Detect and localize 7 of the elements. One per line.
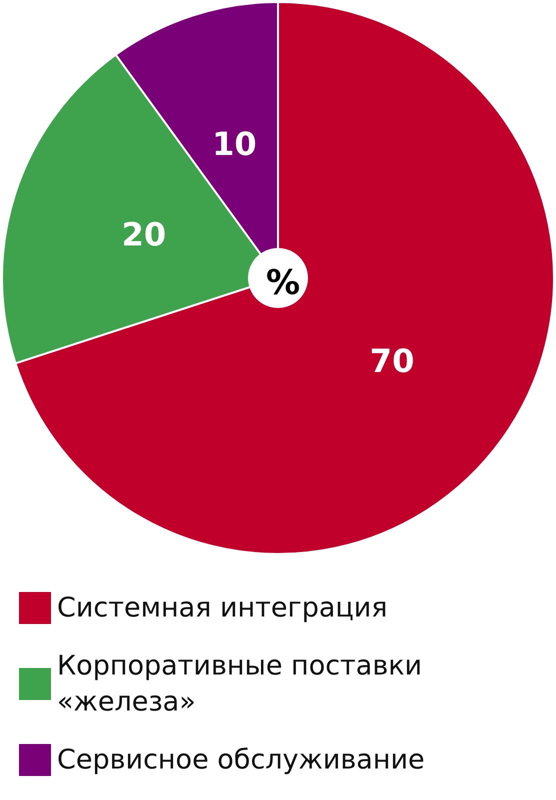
data-label: 20 bbox=[122, 215, 166, 254]
data-label: 10 bbox=[212, 124, 257, 163]
legend-label: Сервисное обслуживание bbox=[57, 744, 425, 776]
data-label: 70 bbox=[370, 342, 414, 380]
text: % bbox=[266, 263, 300, 303]
legend-label: Системная интеграция bbox=[57, 592, 388, 624]
legend-label: Корпоративные поставки «железа» bbox=[57, 650, 422, 718]
